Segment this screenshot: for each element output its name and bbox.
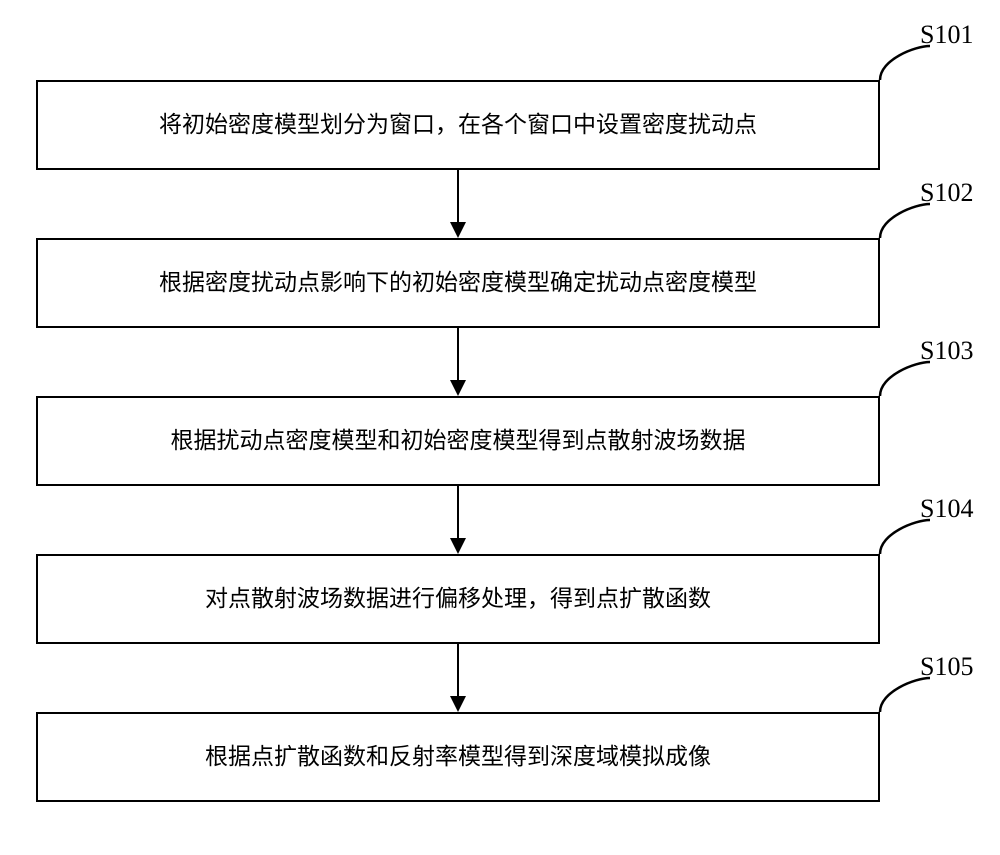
flow-step-text: 将初始密度模型划分为窗口，在各个窗口中设置密度扰动点 xyxy=(159,110,757,140)
flow-step-label-s102: S102 xyxy=(920,178,973,208)
flow-arrow-icon xyxy=(443,644,473,712)
flow-step-label-s104: S104 xyxy=(920,494,973,524)
flow-step-s105: 根据点扩散函数和反射率模型得到深度域模拟成像 xyxy=(36,712,880,802)
flow-step-s101: 将初始密度模型划分为窗口，在各个窗口中设置密度扰动点 xyxy=(36,80,880,170)
flow-step-s103: 根据扰动点密度模型和初始密度模型得到点散射波场数据 xyxy=(36,396,880,486)
flow-arrow-icon xyxy=(443,486,473,554)
flow-step-s104: 对点散射波场数据进行偏移处理，得到点扩散函数 xyxy=(36,554,880,644)
flow-step-text: 对点散射波场数据进行偏移处理，得到点扩散函数 xyxy=(205,584,711,614)
flow-step-label-s103: S103 xyxy=(920,336,973,366)
flow-step-text: 根据扰动点密度模型和初始密度模型得到点散射波场数据 xyxy=(171,426,746,456)
flow-arrow-icon xyxy=(443,170,473,238)
flow-step-s102: 根据密度扰动点影响下的初始密度模型确定扰动点密度模型 xyxy=(36,238,880,328)
flow-step-label-s105: S105 xyxy=(920,652,973,682)
flow-step-text: 根据点扩散函数和反射率模型得到深度域模拟成像 xyxy=(205,742,711,772)
flow-step-label-s101: S101 xyxy=(920,20,973,50)
flow-arrow-icon xyxy=(443,328,473,396)
flow-step-text: 根据密度扰动点影响下的初始密度模型确定扰动点密度模型 xyxy=(159,268,757,298)
